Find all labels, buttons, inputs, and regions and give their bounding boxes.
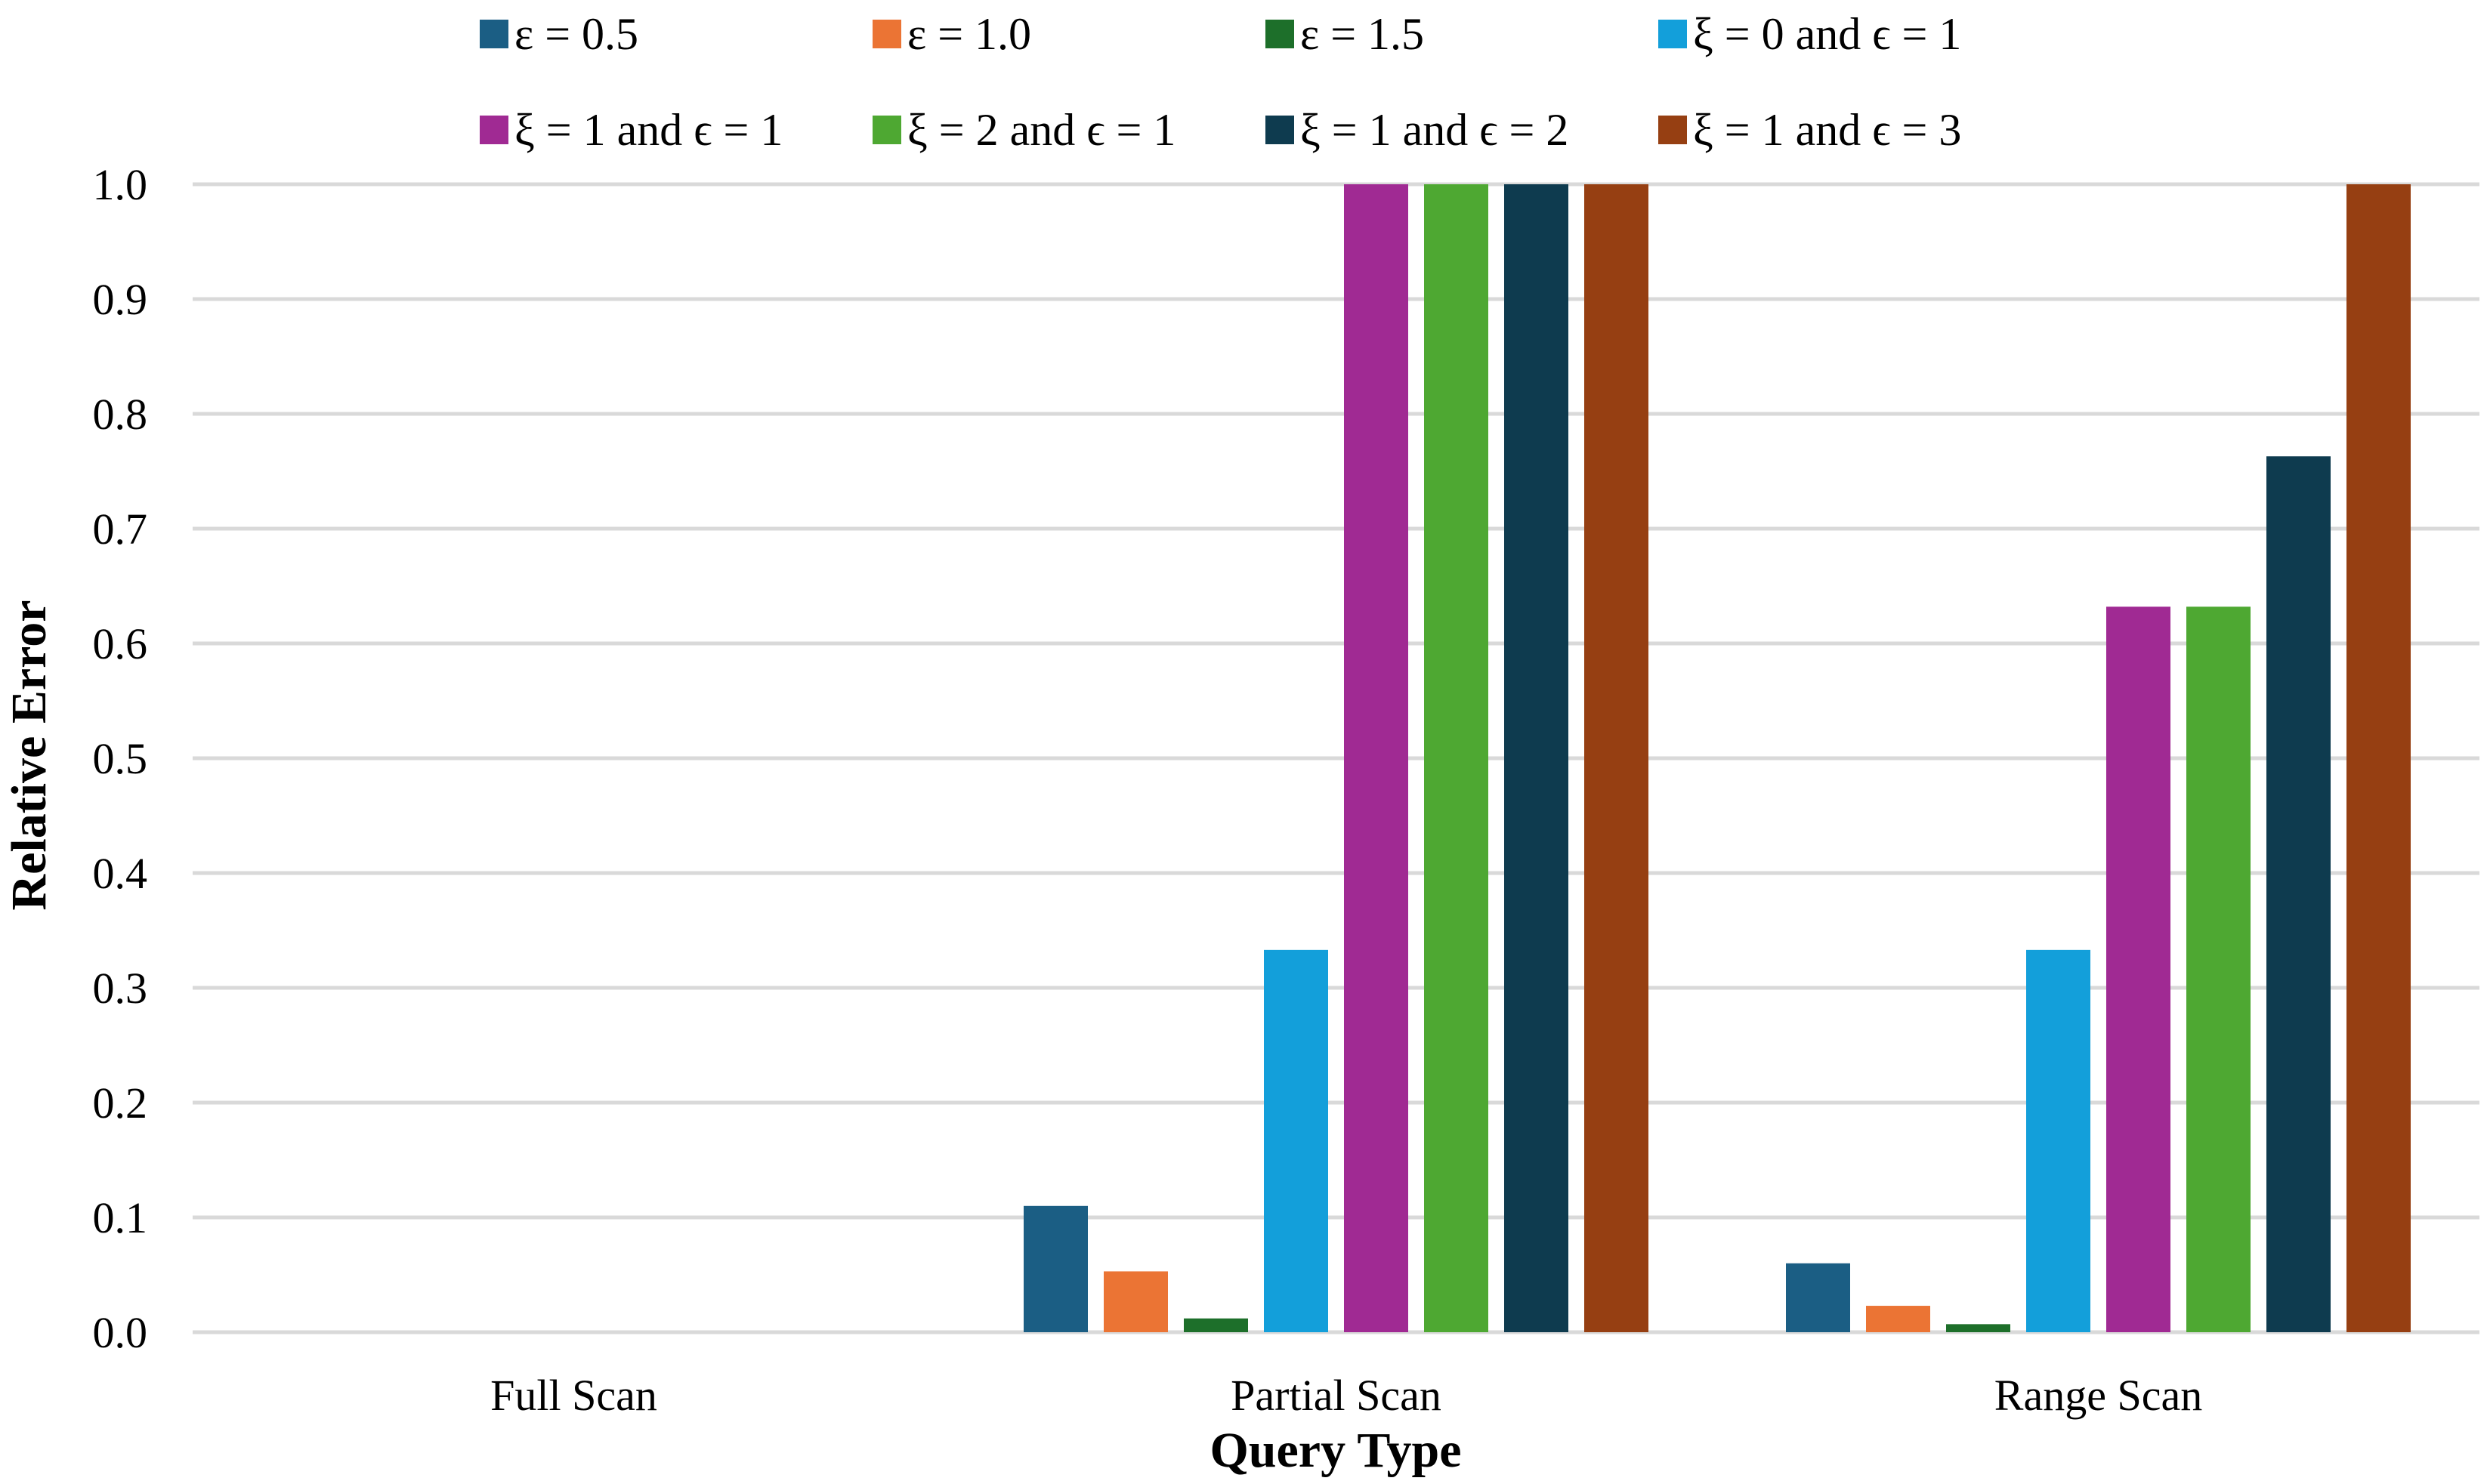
x-tick-label: Range Scan bbox=[1994, 1371, 2202, 1420]
bar bbox=[2026, 949, 2090, 1332]
bars bbox=[1024, 184, 2411, 1332]
legend-item: ξ = 1 and ϵ = 2 bbox=[1265, 105, 1568, 155]
y-tick-labels: 0.0 0.1 0.2 0.3 0.4 0.5 0.6 0.7 0.8 0.9 1.0 bbox=[93, 160, 148, 1357]
legend-label: ε = 1.0 bbox=[907, 9, 1031, 59]
bar bbox=[2186, 606, 2251, 1332]
y-tick-label: 0.5 bbox=[93, 734, 148, 783]
legend-swatch bbox=[1658, 20, 1687, 48]
bar bbox=[2346, 184, 2411, 1332]
legend-swatch bbox=[873, 116, 901, 144]
bar bbox=[1264, 949, 1328, 1332]
legend-item: ε = 0.5 bbox=[480, 9, 638, 59]
legend-item: ξ = 1 and ϵ = 1 bbox=[480, 105, 783, 155]
legend-item: ξ = 0 and ϵ = 1 bbox=[1658, 9, 1961, 59]
bar bbox=[1424, 184, 1488, 1332]
y-tick-label: 0.4 bbox=[93, 849, 148, 898]
bar bbox=[1504, 184, 1568, 1332]
legend-swatch bbox=[1658, 116, 1687, 144]
legend-swatch bbox=[480, 116, 508, 144]
legend-swatch bbox=[480, 20, 508, 48]
legend-label: ξ = 1 and ϵ = 2 bbox=[1300, 105, 1568, 155]
bar bbox=[2266, 456, 2331, 1332]
legend-label: ξ = 0 and ϵ = 1 bbox=[1693, 9, 1961, 59]
bar bbox=[1024, 1205, 1088, 1332]
y-axis-title: Relative Error bbox=[2, 600, 57, 910]
y-tick-label: 0.0 bbox=[93, 1308, 148, 1357]
bar bbox=[1104, 1271, 1168, 1332]
bar bbox=[1946, 1324, 2010, 1332]
legend-label: ε = 0.5 bbox=[514, 9, 638, 59]
y-tick-label: 0.3 bbox=[93, 964, 148, 1013]
legend-item: ξ = 1 and ϵ = 3 bbox=[1658, 105, 1961, 155]
y-tick-label: 0.8 bbox=[93, 390, 148, 439]
legend-label: ξ = 1 and ϵ = 3 bbox=[1693, 105, 1961, 155]
legend: ε = 0.5 ε = 1.0 ε = 1.5 ξ = 0 and ϵ = 1 ξ = … bbox=[480, 9, 1961, 155]
x-tick-labels: Full Scan Partial Scan Range Scan bbox=[490, 1371, 2202, 1420]
legend-item: ε = 1.0 bbox=[873, 9, 1031, 59]
bar bbox=[1344, 184, 1408, 1332]
bar bbox=[1184, 1318, 1248, 1332]
legend-label: ξ = 2 and ϵ = 1 bbox=[907, 105, 1176, 155]
y-tick-label: 0.2 bbox=[93, 1078, 148, 1128]
y-tick-label: 0.1 bbox=[93, 1193, 148, 1242]
x-tick-label: Partial Scan bbox=[1231, 1371, 1441, 1420]
bar bbox=[1866, 1306, 1930, 1332]
legend-item: ε = 1.5 bbox=[1265, 9, 1424, 59]
y-tick-label: 0.7 bbox=[93, 504, 148, 554]
legend-label: ξ = 1 and ϵ = 1 bbox=[514, 105, 783, 155]
legend-label: ε = 1.5 bbox=[1300, 9, 1424, 59]
x-tick-label: Full Scan bbox=[490, 1371, 657, 1420]
legend-swatch bbox=[1265, 116, 1294, 144]
x-axis-title: Query Type bbox=[1210, 1423, 1461, 1478]
y-tick-label: 0.6 bbox=[93, 619, 148, 668]
y-tick-label: 1.0 bbox=[93, 160, 148, 209]
y-tick-label: 0.9 bbox=[93, 275, 148, 324]
gridlines bbox=[193, 182, 2479, 1334]
bar bbox=[1584, 184, 1648, 1332]
legend-swatch bbox=[1265, 20, 1294, 48]
legend-item: ξ = 2 and ϵ = 1 bbox=[873, 105, 1176, 155]
bar bbox=[2106, 606, 2170, 1332]
bar bbox=[1786, 1263, 1850, 1332]
legend-swatch bbox=[873, 20, 901, 48]
